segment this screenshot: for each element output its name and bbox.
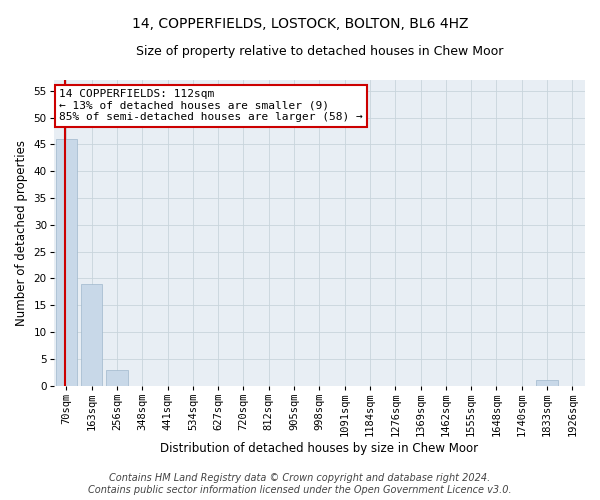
Text: 14, COPPERFIELDS, LOSTOCK, BOLTON, BL6 4HZ: 14, COPPERFIELDS, LOSTOCK, BOLTON, BL6 4… <box>132 18 468 32</box>
Y-axis label: Number of detached properties: Number of detached properties <box>15 140 28 326</box>
Bar <box>106 370 128 386</box>
Bar <box>536 380 558 386</box>
Bar <box>56 139 77 386</box>
X-axis label: Distribution of detached houses by size in Chew Moor: Distribution of detached houses by size … <box>160 442 478 455</box>
Title: Size of property relative to detached houses in Chew Moor: Size of property relative to detached ho… <box>136 45 503 58</box>
Text: 14 COPPERFIELDS: 112sqm
← 13% of detached houses are smaller (9)
85% of semi-det: 14 COPPERFIELDS: 112sqm ← 13% of detache… <box>59 89 363 122</box>
Bar <box>81 284 103 386</box>
Text: Contains HM Land Registry data © Crown copyright and database right 2024.
Contai: Contains HM Land Registry data © Crown c… <box>88 474 512 495</box>
